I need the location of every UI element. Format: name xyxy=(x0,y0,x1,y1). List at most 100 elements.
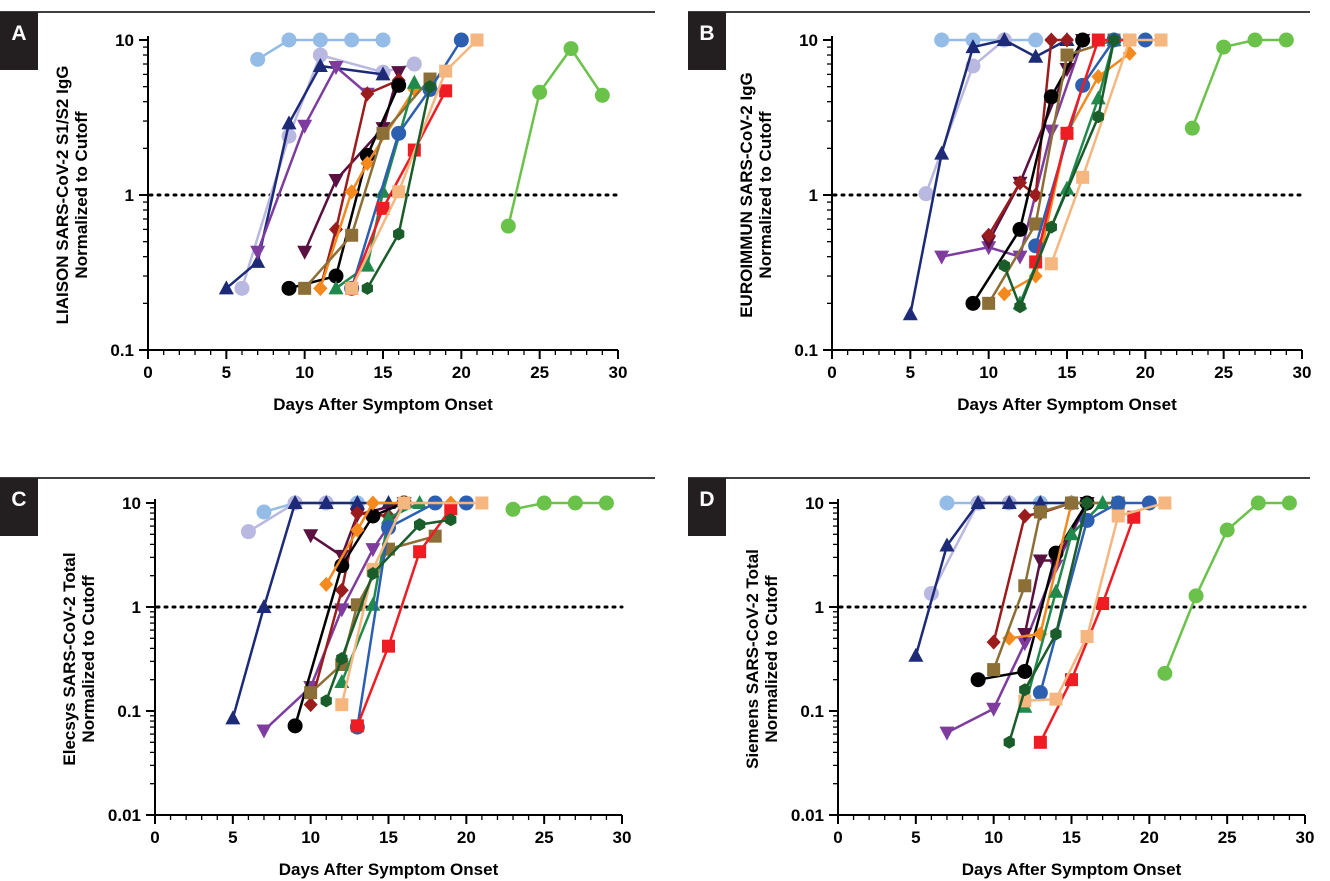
data-point xyxy=(312,47,328,63)
data-point xyxy=(1043,89,1059,105)
series xyxy=(965,32,1091,311)
data-point xyxy=(934,32,950,48)
series xyxy=(934,32,1044,48)
data-point xyxy=(297,245,313,260)
series xyxy=(218,57,391,295)
series-line xyxy=(1009,501,1119,640)
data-point xyxy=(397,496,411,510)
series xyxy=(345,33,484,295)
data-point xyxy=(1017,637,1033,652)
data-point xyxy=(360,86,375,102)
data-point xyxy=(313,280,328,296)
data-point xyxy=(982,296,996,310)
data-point xyxy=(312,57,328,72)
series xyxy=(505,495,614,517)
series-line xyxy=(293,501,405,727)
x-tick-label: 10 xyxy=(979,363,998,382)
data-point xyxy=(250,253,266,268)
data-point xyxy=(1064,526,1079,541)
data-point xyxy=(594,87,610,103)
series-line xyxy=(319,79,400,289)
x-tick-label: 15 xyxy=(1062,828,1081,847)
data-point xyxy=(1184,120,1200,136)
series-line xyxy=(1008,502,1089,743)
data-point xyxy=(336,651,348,665)
data-point xyxy=(381,509,396,524)
data-point xyxy=(406,74,422,89)
data-point xyxy=(391,125,407,141)
data-point xyxy=(567,495,583,511)
data-point xyxy=(319,576,334,592)
data-point xyxy=(367,566,379,580)
series xyxy=(304,529,442,700)
data-point xyxy=(902,306,918,321)
series xyxy=(1032,495,1157,701)
data-point xyxy=(1281,495,1297,511)
panel-c: C 0 5 10 15 20 25 30 0.01 0.1 1 10 Days After Sympto… xyxy=(0,477,655,879)
series-line xyxy=(512,501,607,511)
data-point xyxy=(453,32,469,48)
series xyxy=(1157,495,1297,681)
data-point xyxy=(1032,685,1048,701)
y-tick-label: 10 xyxy=(122,494,141,513)
data-point xyxy=(563,41,579,57)
data-point xyxy=(320,694,332,708)
data-point xyxy=(1076,170,1090,184)
x-tick-label: 25 xyxy=(1218,828,1237,847)
data-point xyxy=(532,84,548,100)
data-point xyxy=(1065,496,1078,510)
data-point xyxy=(505,501,521,517)
y-axis-title-line: Normalized to Cutoff xyxy=(762,575,781,742)
data-point xyxy=(1123,33,1137,47)
data-point xyxy=(382,639,395,653)
data-point xyxy=(918,186,934,202)
data-point xyxy=(1028,48,1044,63)
series-line xyxy=(319,88,416,289)
x-tick-label: 20 xyxy=(452,363,471,382)
data-point xyxy=(598,495,614,511)
data-point xyxy=(986,634,1001,650)
data-point xyxy=(345,228,359,242)
series xyxy=(923,495,1017,601)
data-point xyxy=(376,126,390,140)
data-point xyxy=(391,77,407,93)
data-point xyxy=(381,520,396,536)
x-tick-label: 10 xyxy=(984,828,1003,847)
data-point xyxy=(318,495,334,509)
panel-letter-tab xyxy=(0,478,38,536)
data-point xyxy=(392,185,406,199)
x-tick-label: 0 xyxy=(827,363,836,382)
series xyxy=(250,60,375,260)
series-line xyxy=(1034,38,1146,247)
data-point xyxy=(256,724,272,739)
data-point xyxy=(250,245,266,260)
data-point xyxy=(375,66,391,81)
data-point xyxy=(287,718,303,734)
series xyxy=(225,495,396,725)
series-line xyxy=(256,65,369,253)
data-point xyxy=(350,719,364,733)
data-point xyxy=(996,32,1012,46)
data-point xyxy=(376,201,390,215)
data-point xyxy=(1154,33,1168,47)
y-tick-label: 0.1 xyxy=(117,702,141,721)
data-point xyxy=(1127,510,1141,524)
data-point xyxy=(987,663,1001,677)
series xyxy=(350,502,458,733)
data-point xyxy=(345,281,359,295)
data-point xyxy=(350,522,365,538)
data-point xyxy=(1049,692,1063,706)
x-tick-label: 0 xyxy=(833,828,842,847)
data-point xyxy=(359,257,375,272)
x-axis-title: Days After Symptom Onset xyxy=(279,860,499,879)
data-point xyxy=(934,250,950,265)
x-tick-label: 10 xyxy=(301,828,320,847)
series xyxy=(998,33,1120,314)
data-point xyxy=(1091,69,1106,85)
y-tick-label: 0.01 xyxy=(108,806,141,825)
data-point xyxy=(1028,32,1044,48)
data-point xyxy=(298,281,312,295)
series xyxy=(500,41,610,234)
y-tick-label: 1 xyxy=(809,186,818,205)
data-point xyxy=(1278,32,1294,48)
